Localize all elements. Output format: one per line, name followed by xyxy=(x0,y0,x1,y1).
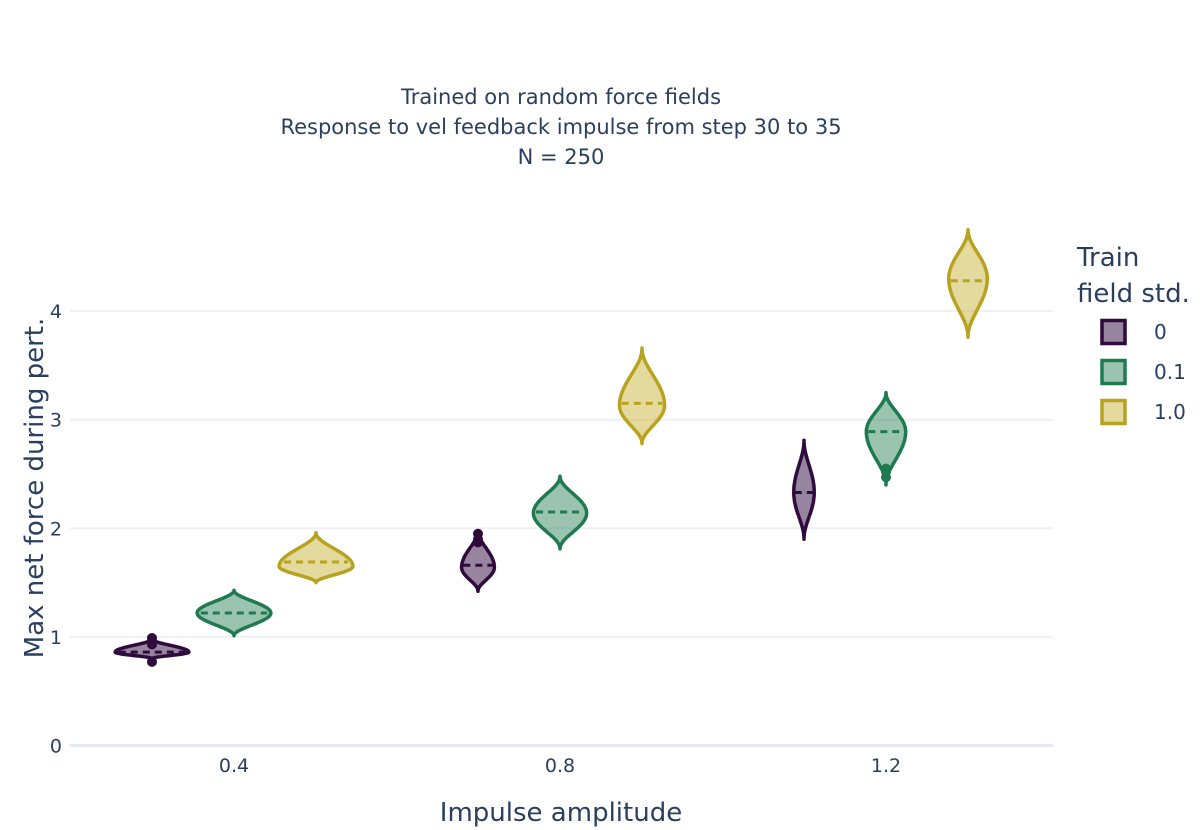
violin-1.0-1.2[interactable] xyxy=(946,227,990,339)
outlier-point-0-0.4-0[interactable] xyxy=(147,656,157,667)
x-tick-label-0.8: 0.8 xyxy=(545,755,575,777)
x-tick-label-0.4: 0.4 xyxy=(219,755,249,777)
plot-area xyxy=(113,227,990,667)
legend-item-0.1[interactable]: 0.1 xyxy=(1100,358,1186,386)
x-tick-label-1.2: 1.2 xyxy=(871,755,901,777)
legend[interactable]: Train field std. 0 0.1 1.0 xyxy=(1076,243,1190,426)
legend-item-1.0[interactable]: 1.0 xyxy=(1100,398,1186,426)
y-axis-title: Max net force during pert. xyxy=(20,318,50,658)
legend-swatch-0 xyxy=(1100,318,1127,346)
y-tick-label-3: 3 xyxy=(50,410,62,432)
y-tick-label-2: 2 xyxy=(50,518,62,540)
violin-0.1-1.2[interactable] xyxy=(864,390,908,487)
outlier-point-0.1-1.2-2[interactable] xyxy=(881,463,891,474)
violin-1.0-0.8[interactable] xyxy=(617,346,667,446)
violin-0.1-0.8[interactable] xyxy=(531,474,589,551)
y-tick-label-0: 0 xyxy=(50,736,62,758)
legend-title-line-1: Train xyxy=(1076,243,1139,273)
legend-label-1.0: 1.0 xyxy=(1154,400,1186,424)
outlier-point-0-0.8-2[interactable] xyxy=(473,528,483,539)
violin-1.0-0.4[interactable] xyxy=(277,530,355,585)
series-1.0 xyxy=(277,227,990,585)
legend-item-0[interactable]: 0 xyxy=(1100,318,1167,346)
outlier-point-0-0.4-3[interactable] xyxy=(147,632,157,643)
legend-items[interactable]: 0 0.1 1.0 xyxy=(1100,318,1186,426)
title-line-2: Response to vel feedback impulse from st… xyxy=(280,115,841,139)
legend-label-0: 0 xyxy=(1154,320,1167,344)
y-tick-labels: 0 1 2 3 4 xyxy=(50,301,62,757)
x-tick-labels: 0.4 0.8 1.2 xyxy=(219,755,901,777)
violin-0.1-0.4[interactable] xyxy=(195,588,273,638)
violin-0-1.2[interactable] xyxy=(792,438,816,541)
legend-label-0.1: 0.1 xyxy=(1154,360,1186,384)
series-0 xyxy=(113,438,816,667)
legend-swatch-0.1 xyxy=(1100,358,1127,386)
chart-title: Trained on random force fields Response … xyxy=(280,85,841,169)
title-line-3: N = 250 xyxy=(518,145,605,169)
y-tick-label-1: 1 xyxy=(50,627,62,649)
series-0.1 xyxy=(195,390,908,638)
y-tick-label-4: 4 xyxy=(50,301,62,323)
title-line-1: Trained on random force fields xyxy=(400,85,721,109)
x-axis-title: Impulse amplitude xyxy=(440,798,682,828)
legend-swatch-1.0 xyxy=(1100,398,1127,426)
legend-title-line-2: field std. xyxy=(1077,279,1190,309)
